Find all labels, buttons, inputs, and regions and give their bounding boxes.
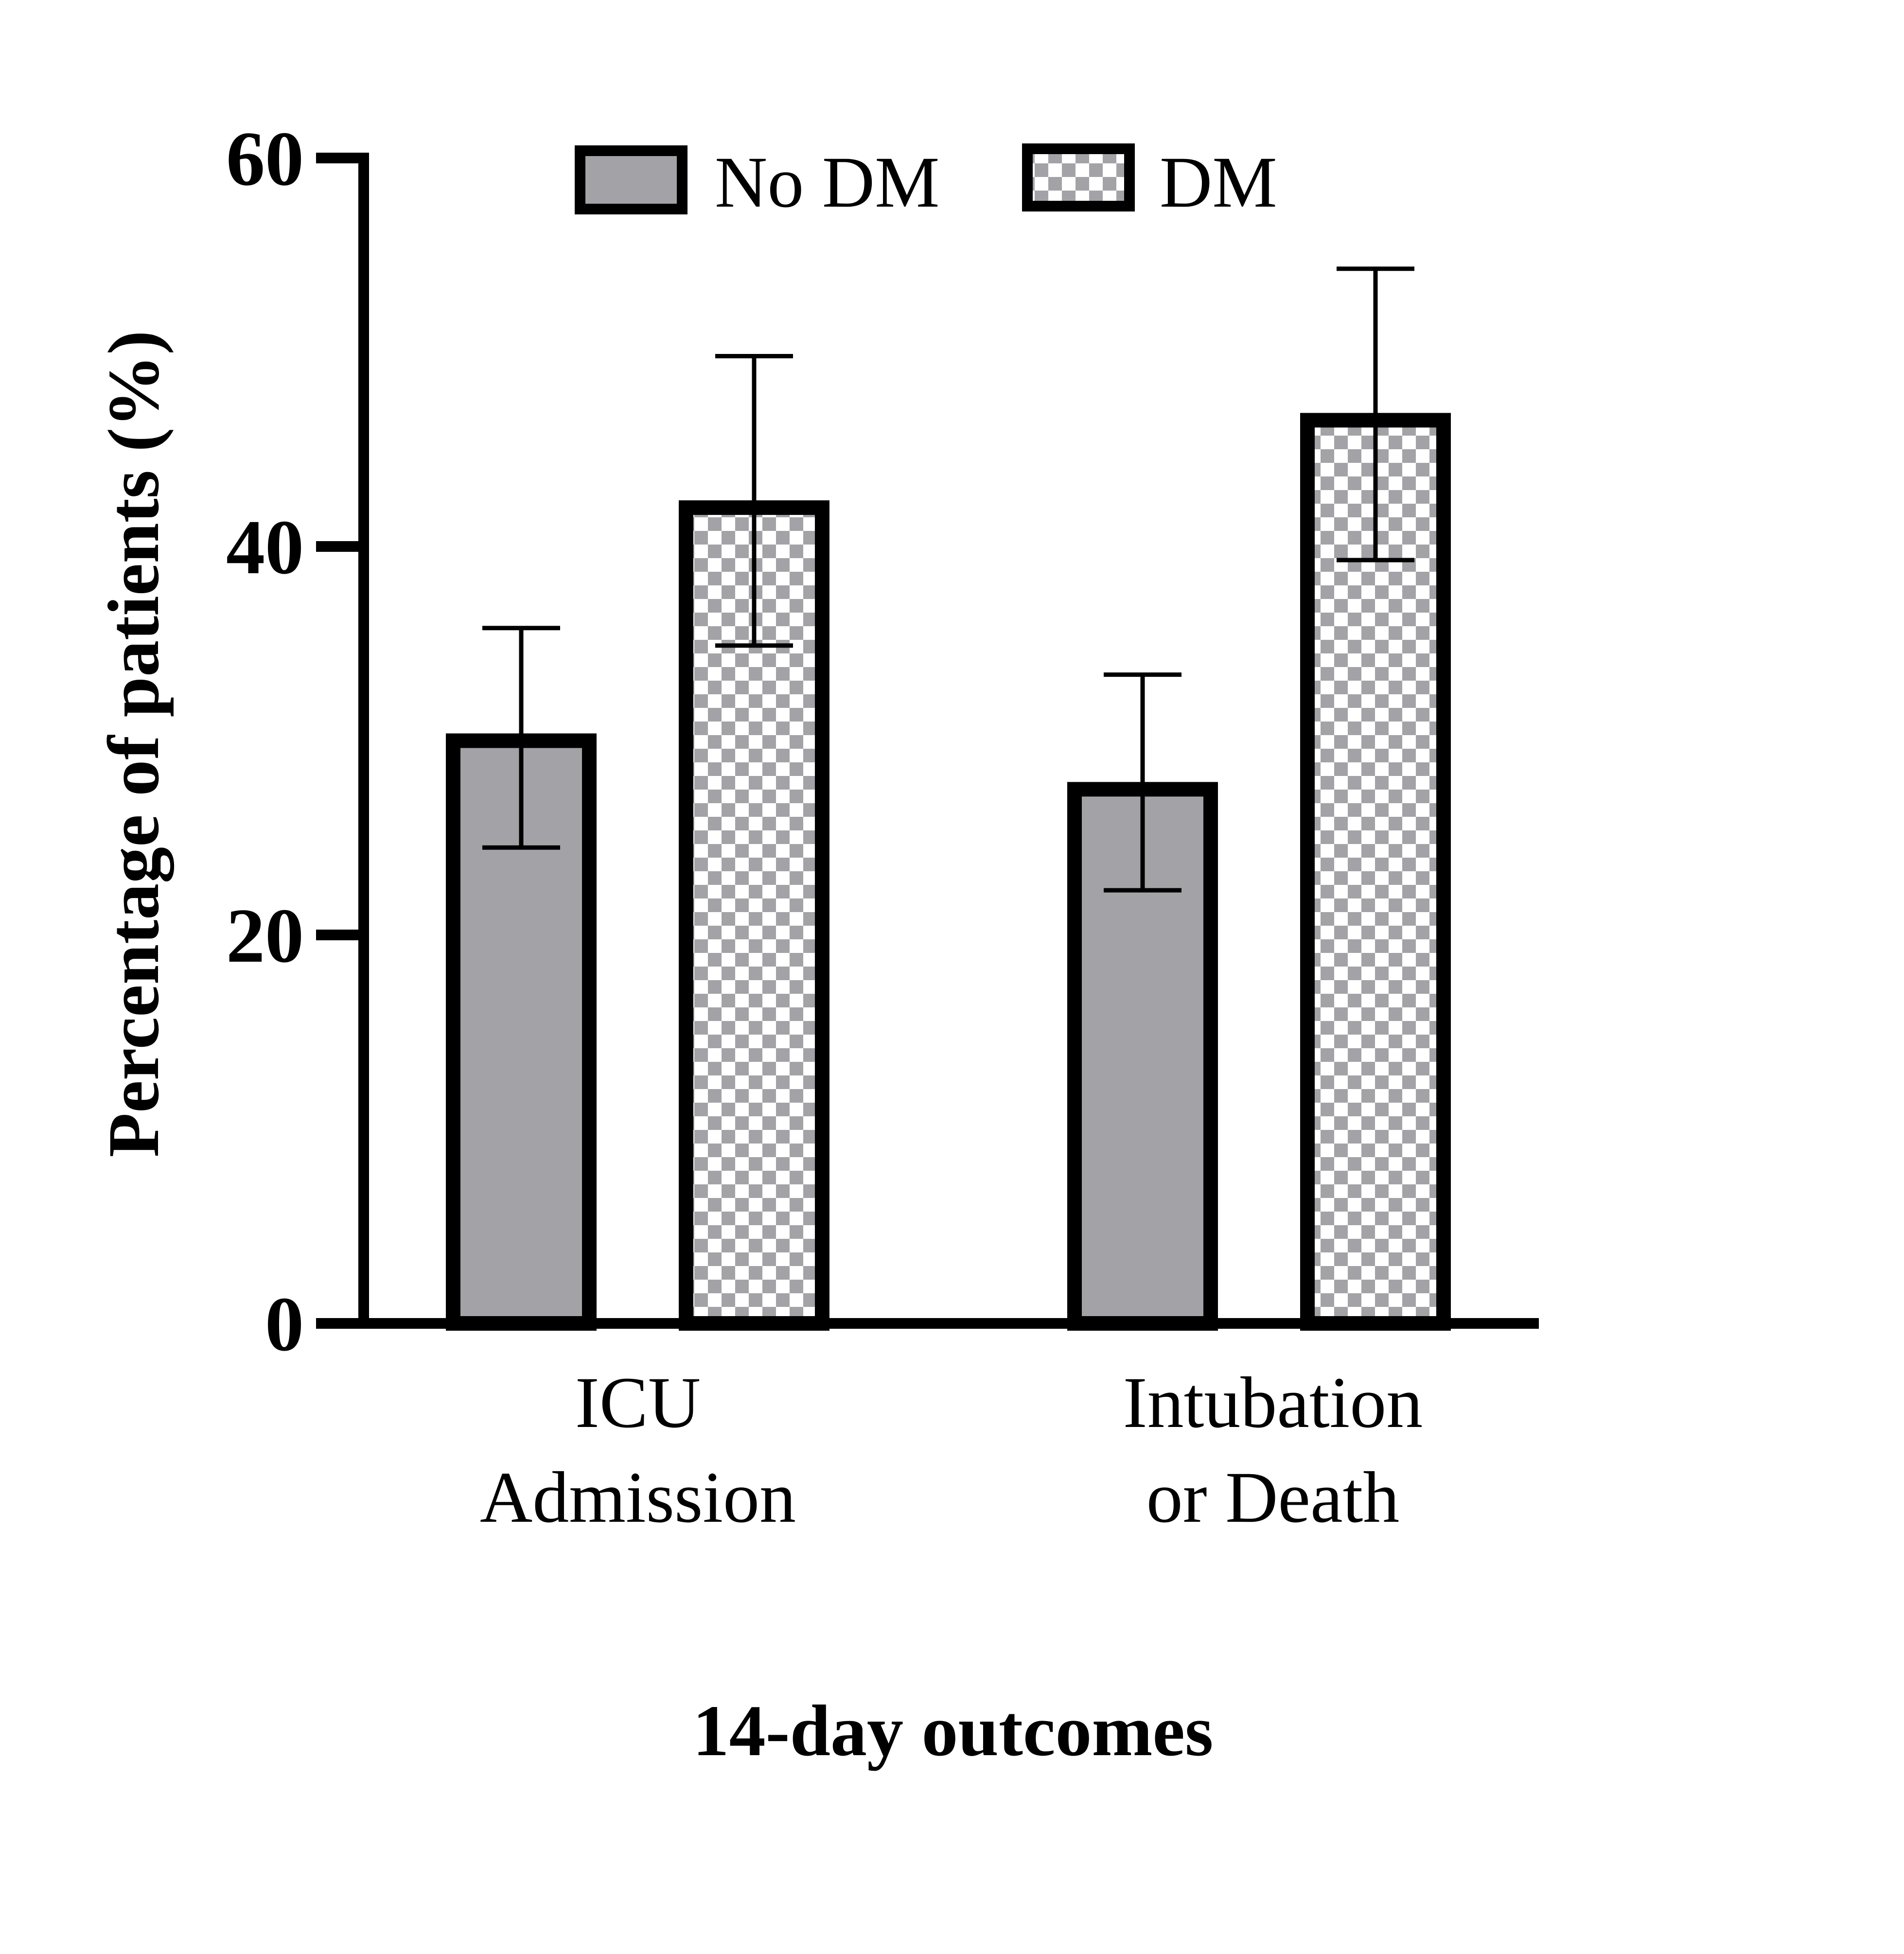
- category-label: Admission: [480, 1457, 796, 1538]
- y-axis-title: Percentage of patients (%): [93, 331, 174, 1158]
- category-labels: ICU Admission Intubation or Death: [480, 1362, 1423, 1538]
- legend: No DM DM: [575, 142, 1277, 223]
- category-label: Intubation: [1123, 1362, 1423, 1443]
- y-tick-label: 0: [265, 1281, 304, 1367]
- category-label: ICU: [575, 1362, 701, 1443]
- legend-swatch-no-dm: [575, 145, 688, 214]
- y-axis: 0 20 40 60: [226, 115, 369, 1367]
- x-axis-title: 14-day outcomes: [693, 1690, 1214, 1771]
- bars: [446, 413, 1451, 1331]
- error-bars: [482, 266, 1414, 893]
- category-label: or Death: [1146, 1457, 1400, 1538]
- y-tick-label: 40: [226, 504, 304, 590]
- y-tick-label: 20: [226, 892, 304, 979]
- y-tick-label: 60: [226, 115, 304, 202]
- legend-swatch-dm: [1022, 143, 1135, 211]
- legend-label-no-dm: No DM: [715, 142, 940, 223]
- legend-label-dm: DM: [1160, 142, 1277, 223]
